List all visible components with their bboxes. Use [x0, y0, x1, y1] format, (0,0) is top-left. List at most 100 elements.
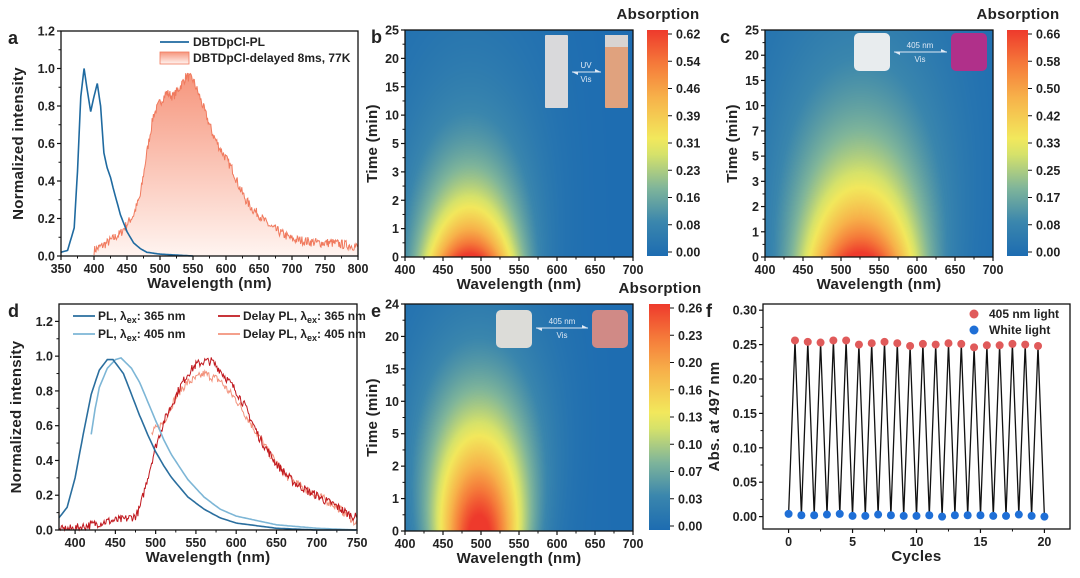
inset-cuvette-top	[605, 35, 628, 47]
y-tick-label: 2	[752, 200, 759, 214]
point-405nm-light	[931, 340, 940, 349]
y-tick-label: 0.20	[733, 373, 757, 387]
colorbar-tick-label: 0.20	[678, 356, 702, 370]
panel-f	[759, 303, 1071, 533]
legend-label-subscript: ex	[307, 315, 317, 325]
colorbar	[649, 304, 670, 530]
y-tick-label: 0	[752, 251, 759, 265]
series-line-3	[151, 368, 358, 527]
panel-label: e	[371, 301, 381, 321]
legend-label-main: PL, λ	[98, 309, 127, 323]
inset-arrow-label-bottom: Vis	[557, 331, 568, 340]
point-405nm-light	[995, 341, 1004, 350]
y-tick-label: 20	[385, 330, 399, 344]
series-line-1	[90, 357, 358, 531]
legend-label: Delay PL, λex: 405 nm	[243, 327, 366, 343]
x-tick-label: 500	[831, 263, 852, 277]
series-line-0	[58, 358, 357, 531]
x-tick-label: 750	[347, 536, 368, 550]
colorbar-tick-label: 0.00	[1036, 246, 1060, 260]
series-line-2	[58, 357, 358, 532]
y-tick-label: 1.0	[36, 350, 53, 364]
point-white-light	[784, 509, 793, 518]
legend-label-main: Delay PL, λ	[243, 309, 307, 323]
inset-photo-before	[496, 310, 532, 348]
y-tick-label: 15	[745, 74, 759, 88]
y-axis-label: Time (min)	[364, 378, 381, 457]
panel-b	[401, 29, 672, 261]
colorbar-tick-label: 0.00	[676, 246, 700, 260]
y-tick-label: 0.0	[36, 524, 53, 538]
colorbar-tick-label: 0.13	[678, 411, 702, 425]
x-tick-label: 550	[185, 536, 206, 550]
x-tick-label: 700	[306, 536, 327, 550]
y-tick-label: 0.2	[36, 489, 53, 503]
colorbar-tick-label: 0.58	[1036, 55, 1060, 69]
connecting-line	[787, 340, 1046, 517]
colorbar	[1007, 30, 1028, 256]
colorbar-tick-label: 0.54	[676, 55, 700, 69]
legend-marker-405nm	[969, 309, 979, 319]
point-white-light	[848, 511, 857, 520]
x-tick-label: 500	[471, 537, 492, 551]
colorbar-tick-label: 0.25	[1036, 164, 1060, 178]
y-tick-label: 3	[752, 175, 759, 189]
point-white-light	[886, 511, 895, 520]
y-axis-label: Normalized intensity	[10, 67, 27, 220]
x-tick-label: 650	[945, 263, 966, 277]
inset-photo-before	[854, 33, 890, 71]
point-405nm-light	[816, 338, 825, 347]
x-axis-label: Wavelength (nm)	[147, 275, 272, 292]
legend-swatch-delayed	[159, 51, 190, 65]
colorbar-tick-label: 0.46	[676, 82, 700, 96]
x-tick-label: 500	[145, 536, 166, 550]
legend-label-subscript: ex	[127, 315, 137, 325]
x-axis-label: Cycles	[891, 548, 941, 565]
point-white-light	[1002, 511, 1011, 520]
point-405nm-light	[944, 339, 953, 348]
series-fill-area	[94, 73, 358, 256]
y-tick-label: 3	[392, 165, 399, 179]
x-tick-label: 450	[793, 263, 814, 277]
y-tick-label: 2	[392, 194, 399, 208]
inset-photo-after	[605, 35, 628, 108]
point-405nm-light	[880, 337, 889, 346]
point-white-light	[976, 511, 985, 520]
plot-frame	[762, 303, 1071, 530]
x-tick-label: 450	[433, 263, 454, 277]
x-tick-label: 400	[84, 262, 105, 276]
colorbar-tick-label: 0.66	[1036, 28, 1060, 42]
colorbar-tick-label: 0.62	[676, 28, 700, 42]
arrow-head-left-icon	[894, 52, 900, 55]
x-tick-label: 700	[623, 263, 644, 277]
arrow-head-right-icon	[941, 49, 947, 52]
x-tick-label: 600	[226, 536, 247, 550]
y-tick-label: 1.2	[38, 25, 55, 39]
y-tick-label: 0.6	[38, 137, 55, 151]
y-tick-label: 0.05	[733, 476, 757, 490]
point-white-light	[835, 509, 844, 518]
series-line-1	[93, 72, 359, 256]
legend-label-main: PL, λ	[98, 327, 127, 341]
point-405nm-light	[803, 337, 812, 346]
legend-label-rest: : 365 nm	[137, 309, 186, 323]
legend-label: PL, λex: 365 nm	[98, 309, 185, 325]
point-white-light	[1040, 512, 1049, 521]
x-tick-label: 750	[315, 262, 336, 276]
x-tick-label: 650	[249, 262, 270, 276]
panel-label: b	[371, 27, 382, 47]
y-axis-label: Time (min)	[724, 104, 741, 183]
panel-c	[761, 29, 1032, 261]
x-tick-label: 600	[216, 262, 237, 276]
colorbar-tick-label: 0.17	[1036, 191, 1060, 205]
y-tick-label: 10	[385, 109, 399, 123]
panel-label: a	[8, 28, 19, 48]
y-tick-label: 0.00	[733, 510, 757, 524]
point-405nm-light	[1021, 340, 1030, 349]
y-tick-label: 25	[745, 24, 759, 38]
x-tick-label: 600	[547, 537, 568, 551]
y-tick-label: 5	[392, 137, 399, 151]
point-405nm-light	[854, 340, 863, 349]
colorbar-tick-label: 0.16	[678, 383, 702, 397]
